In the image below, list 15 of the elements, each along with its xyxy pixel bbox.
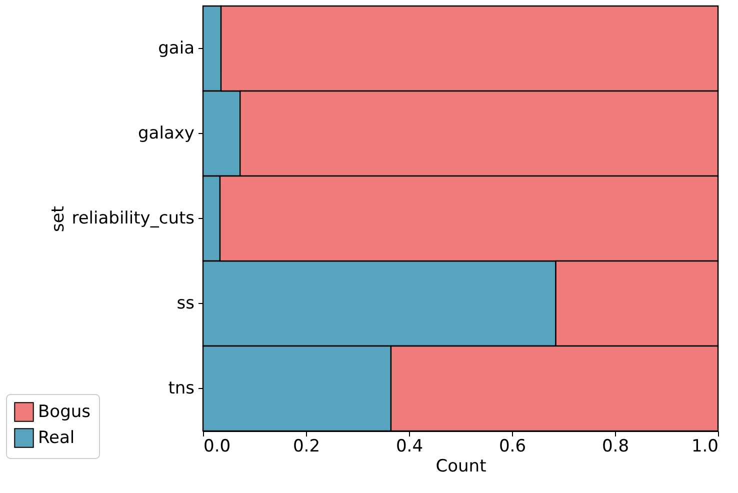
x-tick-label: 0.8 [602,436,630,456]
x-axis-title: Count [436,456,487,476]
y-tick-label: reliability_cuts [72,208,195,228]
x-tick-label: 0.4 [396,436,424,456]
y-tick-label: ss [176,294,195,314]
x-tick-label: 0.0 [204,436,231,456]
x-tick-label: 0.2 [292,436,320,456]
x-tick-label: 0.6 [498,436,526,456]
y-tick-label: gaia [158,38,194,58]
y-tick-label: tns [168,378,195,398]
x-tick-label: 1.0 [691,436,718,456]
y-tick-label: galaxy [138,124,194,144]
legend-label: Real [38,428,75,448]
legend-label: Bogus [38,402,91,422]
y-axis-title: set [48,206,69,232]
